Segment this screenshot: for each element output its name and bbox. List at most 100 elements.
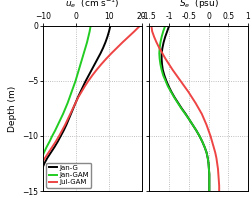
Jan-G bbox=[90, 69, 93, 71]
Jul-GAM bbox=[109, 52, 112, 55]
Jul-GAM bbox=[34, 179, 37, 181]
Y-axis label: Depth (m): Depth (m) bbox=[8, 85, 17, 132]
Jan-GAM bbox=[42, 151, 45, 154]
Jan-GAM bbox=[48, 140, 51, 143]
Jan-G bbox=[37, 184, 40, 187]
Jan-GAM bbox=[38, 162, 41, 165]
Jan-G bbox=[56, 140, 59, 143]
Jul-GAM bbox=[57, 135, 60, 137]
Jan-GAM bbox=[88, 30, 91, 33]
Line: Jan-GAM: Jan-GAM bbox=[36, 26, 90, 191]
Jan-GAM bbox=[89, 25, 92, 27]
Jul-GAM bbox=[86, 80, 89, 82]
X-axis label: $u_e$  (cm s$^{-1}$): $u_e$ (cm s$^{-1}$) bbox=[65, 0, 119, 10]
Jan-G bbox=[81, 85, 84, 88]
Jan-G bbox=[99, 52, 102, 55]
Jan-GAM bbox=[37, 168, 40, 170]
Jan-GAM bbox=[80, 58, 83, 60]
Jul-GAM bbox=[36, 173, 39, 176]
Jan-GAM bbox=[70, 91, 73, 93]
Jan-GAM bbox=[45, 146, 48, 148]
Line: Jan-G: Jan-G bbox=[38, 26, 110, 191]
Jan-G bbox=[59, 135, 62, 137]
Jul-GAM bbox=[90, 74, 93, 77]
Jul-GAM bbox=[76, 96, 79, 99]
Jul-GAM bbox=[83, 85, 86, 88]
Jan-G bbox=[93, 63, 96, 66]
Jul-GAM bbox=[74, 102, 77, 104]
Jul-GAM bbox=[71, 107, 74, 110]
Jan-G bbox=[40, 168, 43, 170]
Jul-GAM bbox=[138, 25, 141, 27]
Jan-GAM bbox=[68, 96, 71, 99]
Jul-GAM bbox=[99, 63, 102, 66]
Jan-GAM bbox=[35, 190, 38, 192]
Jan-G bbox=[69, 113, 72, 115]
Jan-G bbox=[37, 190, 40, 192]
Jan-G bbox=[104, 41, 107, 44]
Jul-GAM bbox=[40, 162, 43, 165]
Jul-GAM bbox=[54, 140, 57, 143]
Jan-GAM bbox=[53, 129, 56, 132]
Jan-GAM bbox=[36, 173, 39, 176]
Jan-GAM bbox=[50, 135, 53, 137]
Jan-G bbox=[53, 146, 56, 148]
Line: Jul-GAM: Jul-GAM bbox=[35, 26, 139, 191]
Jan-GAM bbox=[75, 74, 78, 77]
Jan-GAM bbox=[40, 157, 43, 159]
Jan-G bbox=[87, 74, 90, 77]
Jul-GAM bbox=[34, 184, 37, 187]
Jan-GAM bbox=[35, 184, 38, 187]
Jan-G bbox=[74, 102, 77, 104]
Jul-GAM bbox=[33, 190, 36, 192]
Jan-G bbox=[84, 80, 87, 82]
Jul-GAM bbox=[43, 157, 46, 159]
Jan-G bbox=[108, 25, 111, 27]
Jul-GAM bbox=[63, 124, 66, 126]
Jan-G bbox=[76, 96, 79, 99]
Jan-G bbox=[43, 162, 46, 165]
Jul-GAM bbox=[126, 36, 130, 38]
Jul-GAM bbox=[120, 41, 123, 44]
Jul-GAM bbox=[115, 47, 118, 49]
Jan-G bbox=[65, 124, 68, 126]
Jan-G bbox=[79, 91, 82, 93]
Jul-GAM bbox=[95, 69, 98, 71]
Jan-GAM bbox=[85, 41, 88, 44]
Jan-G bbox=[46, 157, 49, 159]
X-axis label: $S_e$  (psu): $S_e$ (psu) bbox=[178, 0, 218, 11]
Jan-GAM bbox=[35, 179, 38, 181]
Jan-GAM bbox=[72, 85, 75, 88]
Jan-GAM bbox=[86, 36, 89, 38]
Jan-GAM bbox=[83, 47, 86, 49]
Jan-G bbox=[107, 30, 110, 33]
Jul-GAM bbox=[37, 168, 40, 170]
Jan-G bbox=[39, 173, 42, 176]
Jan-GAM bbox=[74, 80, 77, 82]
Jan-GAM bbox=[82, 52, 85, 55]
Legend: Jan-G, Jan-GAM, Jul-GAM: Jan-G, Jan-GAM, Jul-GAM bbox=[46, 163, 91, 188]
Jul-GAM bbox=[66, 118, 69, 121]
Jan-G bbox=[96, 58, 99, 60]
Jul-GAM bbox=[104, 58, 107, 60]
Jan-GAM bbox=[77, 69, 80, 71]
Jan-GAM bbox=[59, 118, 62, 121]
Jan-G bbox=[105, 36, 108, 38]
Jul-GAM bbox=[132, 30, 135, 33]
Jan-G bbox=[38, 179, 41, 181]
Jan-G bbox=[62, 129, 65, 132]
Jan-G bbox=[101, 47, 104, 49]
Jan-G bbox=[67, 118, 70, 121]
Jul-GAM bbox=[47, 151, 50, 154]
Jan-GAM bbox=[66, 102, 69, 104]
Jan-G bbox=[71, 107, 74, 110]
Jul-GAM bbox=[80, 91, 83, 93]
Jul-GAM bbox=[69, 113, 72, 115]
Jan-GAM bbox=[79, 63, 82, 66]
Jul-GAM bbox=[50, 146, 53, 148]
Jan-G bbox=[49, 151, 52, 154]
Jul-GAM bbox=[60, 129, 63, 132]
Jan-GAM bbox=[56, 124, 59, 126]
Jan-GAM bbox=[64, 107, 67, 110]
Jan-GAM bbox=[61, 113, 64, 115]
